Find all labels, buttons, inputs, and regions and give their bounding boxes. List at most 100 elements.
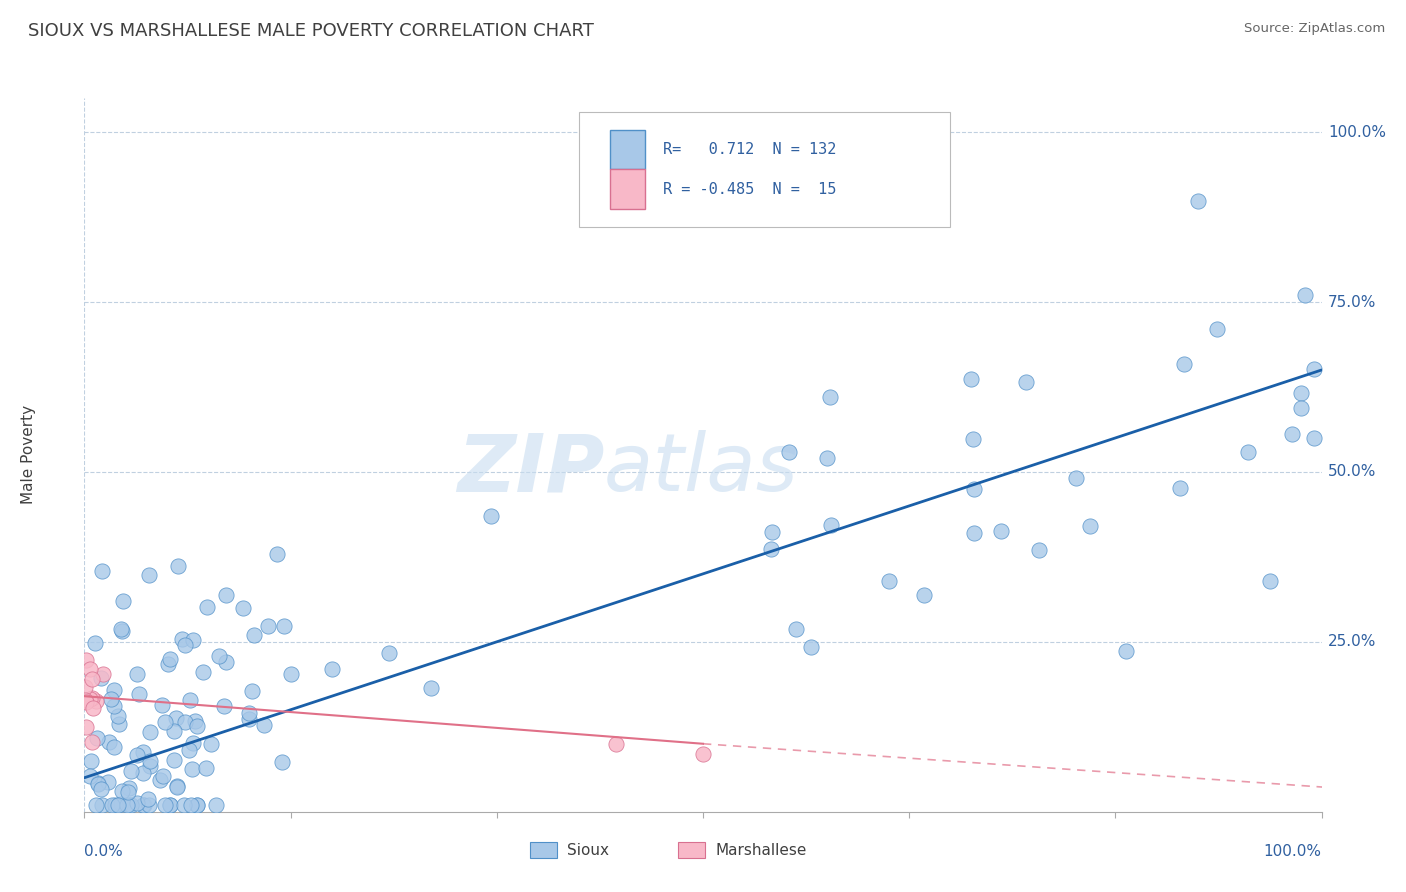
Point — [79, 769, 101, 783]
Point — [120, 764, 142, 779]
Point — [186, 797, 208, 812]
Text: R=   0.712  N = 132: R= 0.712 N = 132 — [664, 143, 837, 157]
Point — [84, 635, 107, 649]
Point — [962, 482, 984, 496]
Point — [1168, 481, 1191, 495]
Point — [163, 723, 186, 738]
Point — [166, 779, 188, 793]
Point — [86, 731, 108, 745]
Point — [163, 753, 186, 767]
Point — [820, 390, 842, 404]
Point — [420, 681, 443, 696]
Point — [115, 797, 138, 812]
Point — [962, 433, 984, 447]
Text: Male Poverty: Male Poverty — [21, 405, 37, 505]
Point — [215, 655, 238, 669]
Point — [243, 628, 266, 642]
Point — [117, 797, 139, 812]
Text: Source: ZipAtlas.com: Source: ZipAtlas.com — [1244, 22, 1385, 36]
Point — [173, 714, 195, 729]
Point — [1258, 574, 1281, 588]
Point — [200, 737, 222, 751]
Point — [112, 593, 135, 607]
Point — [256, 619, 278, 633]
Point — [107, 797, 129, 812]
Point — [270, 755, 292, 769]
Point — [117, 785, 139, 799]
Point — [1115, 644, 1137, 658]
FancyBboxPatch shape — [678, 842, 706, 858]
Point — [605, 737, 627, 751]
Point — [759, 541, 782, 556]
Text: Marshallese: Marshallese — [716, 843, 807, 858]
Text: 100.0%: 100.0% — [1264, 844, 1322, 859]
Point — [75, 692, 97, 706]
Point — [75, 652, 97, 666]
Point — [1015, 375, 1038, 389]
Point — [912, 588, 935, 602]
Point — [138, 797, 160, 812]
Point — [118, 780, 141, 795]
Point — [87, 776, 110, 790]
Point — [186, 719, 208, 733]
Text: 0.0%: 0.0% — [84, 844, 124, 859]
Point — [990, 524, 1012, 538]
Point — [193, 665, 215, 680]
Point — [208, 648, 231, 663]
Point — [165, 710, 187, 724]
Point — [131, 765, 153, 780]
Point — [107, 709, 129, 723]
Point — [80, 672, 103, 686]
Point — [1281, 427, 1303, 442]
Point — [253, 718, 276, 732]
Point — [90, 564, 112, 578]
Point — [132, 797, 155, 812]
Point — [815, 450, 838, 465]
Point — [90, 672, 112, 686]
Point — [180, 762, 202, 776]
Point — [93, 666, 115, 681]
Point — [84, 694, 107, 708]
Point — [195, 761, 218, 775]
Point — [1289, 401, 1312, 415]
Text: atlas: atlas — [605, 430, 799, 508]
Point — [479, 509, 502, 524]
Point — [177, 743, 200, 757]
Point — [159, 652, 181, 666]
Point — [100, 691, 122, 706]
Point — [73, 681, 96, 695]
Point — [1028, 543, 1050, 558]
Point — [232, 600, 254, 615]
Point — [960, 372, 983, 386]
Point — [84, 797, 107, 812]
Point — [173, 797, 195, 812]
Point — [1078, 519, 1101, 533]
FancyBboxPatch shape — [610, 169, 645, 209]
Point — [778, 445, 800, 459]
Point — [1294, 288, 1316, 302]
Point — [214, 698, 236, 713]
Point — [1237, 445, 1260, 459]
Point — [273, 619, 295, 633]
Point — [166, 559, 188, 574]
Point — [104, 797, 127, 812]
Point — [153, 797, 176, 812]
Point — [101, 797, 124, 812]
Point — [963, 525, 986, 540]
Text: ZIP: ZIP — [457, 430, 605, 508]
Point — [238, 712, 260, 726]
Point — [82, 691, 104, 706]
FancyBboxPatch shape — [579, 112, 950, 227]
Point — [149, 773, 172, 788]
Point — [111, 624, 134, 639]
Point — [205, 797, 228, 812]
Point — [75, 695, 97, 709]
Point — [785, 622, 807, 636]
Point — [180, 797, 202, 812]
Point — [170, 632, 193, 647]
Point — [157, 657, 180, 671]
Point — [179, 692, 201, 706]
Point — [97, 775, 120, 789]
Point — [80, 735, 103, 749]
Point — [110, 622, 132, 636]
